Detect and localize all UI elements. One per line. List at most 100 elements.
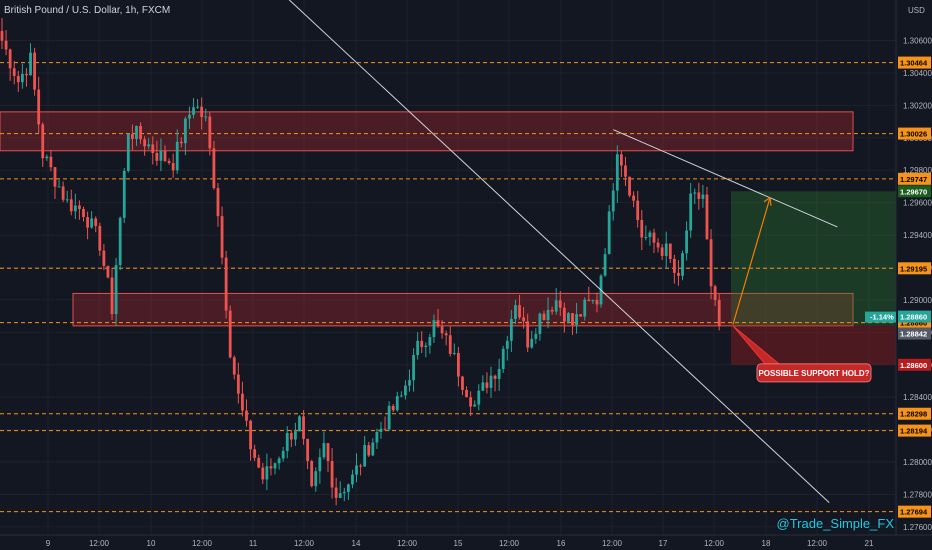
annotation-pointer	[732, 325, 780, 365]
candle-body	[408, 380, 411, 386]
candle-body	[461, 376, 464, 390]
candle-body	[285, 432, 289, 451]
time-tick-label: 10	[147, 539, 156, 548]
candle-body	[672, 258, 676, 273]
candle-body	[118, 217, 122, 266]
candle-body	[114, 265, 118, 315]
candle-body	[253, 449, 257, 458]
candle-body	[477, 390, 481, 405]
time-tick-label: 11	[249, 539, 258, 548]
candle-body	[399, 395, 403, 397]
candle-body	[489, 375, 493, 388]
candle-body	[346, 484, 350, 492]
candle-body	[713, 286, 717, 300]
candle-body	[4, 40, 8, 50]
candles	[0, 18, 721, 506]
candle-body	[387, 405, 391, 430]
supply-demand-zone	[0, 111, 854, 152]
candle-body	[546, 309, 550, 321]
target-tag	[898, 185, 931, 198]
candle-body	[469, 397, 473, 407]
candle-body	[677, 272, 680, 276]
price-tick-label: 1.29400	[903, 231, 932, 240]
time-tick-label: 12:00	[704, 539, 725, 548]
candle-body	[314, 471, 318, 487]
level-tag	[898, 56, 931, 69]
price-tick-label: 1.30600	[903, 37, 932, 46]
candle-body	[179, 141, 183, 144]
levels	[0, 62, 896, 513]
candle-body	[554, 300, 558, 312]
candle-body	[420, 340, 424, 348]
candle-body	[200, 106, 204, 118]
candle-body	[322, 443, 326, 458]
candle-body	[16, 75, 20, 83]
candle-body	[664, 243, 668, 256]
trendlines[interactable]	[2, 0, 838, 503]
candle-body	[126, 133, 130, 171]
annotation-label: POSSIBLE SUPPORT HOLD?	[758, 369, 869, 378]
candle-body	[440, 326, 444, 334]
price-tick-label: 1.27600	[903, 523, 932, 532]
current-price-tag	[898, 310, 931, 323]
price-tick-label: 1.29000	[903, 296, 932, 305]
target-tag-label: 1.29670	[900, 187, 927, 196]
candle-body	[668, 243, 672, 259]
loss-zone	[731, 325, 896, 365]
arrows	[732, 196, 772, 325]
candle-body	[579, 314, 583, 317]
candle-body	[216, 188, 220, 217]
level-tag-label: 1.28298	[900, 410, 927, 419]
long-position[interactable]	[731, 191, 896, 365]
trendline	[613, 129, 838, 228]
candle-body	[196, 106, 199, 108]
candle-body	[452, 352, 456, 354]
candle-body	[607, 211, 611, 255]
candle-body	[147, 144, 151, 147]
candle-body	[375, 432, 379, 443]
candle-body	[90, 218, 94, 228]
candle-body	[505, 340, 509, 349]
candle-body	[69, 199, 73, 212]
candle-body	[192, 107, 195, 115]
time-tick-label: 12:00	[602, 539, 623, 548]
time-tick-label: 18	[762, 539, 771, 548]
level-tag-label: 1.27694	[900, 508, 928, 517]
candle-body	[249, 420, 252, 450]
stop-tag	[898, 358, 931, 371]
candle-body	[391, 405, 395, 411]
price-axis[interactable]: 1.306001.304001.302001.300001.298001.296…	[865, 0, 932, 535]
change-badge	[865, 311, 896, 323]
candle-body	[550, 309, 554, 312]
profit-zone	[731, 191, 896, 326]
candle-body	[587, 299, 591, 302]
candle-body	[49, 156, 53, 168]
annotation[interactable]: POSSIBLE SUPPORT HOLD?	[732, 325, 872, 383]
candle-body	[444, 333, 448, 336]
candle-body	[106, 265, 110, 278]
time-tick-label: 21	[865, 539, 874, 548]
candle-body	[514, 305, 517, 319]
time-tick-label: 12:00	[499, 539, 520, 548]
candle-body	[25, 73, 28, 76]
candle-body	[367, 445, 371, 456]
candle-body	[143, 139, 147, 147]
time-axis[interactable]: 9 12:00 10 12:00 11 12:00 14 12:00 15 12:00 16 12:0…	[0, 534, 932, 548]
candle-body	[363, 445, 367, 467]
candle-body	[534, 333, 538, 339]
candle-body	[383, 428, 387, 430]
candle-body	[110, 277, 114, 315]
candle-body	[620, 154, 623, 166]
level-tag	[898, 262, 931, 275]
candle-body	[497, 369, 501, 379]
candle-body	[615, 154, 619, 191]
candle-body	[159, 150, 163, 161]
chart-title: British Pound / U.S. Dollar, 1h, FXCM	[4, 5, 171, 16]
candle-body	[228, 310, 232, 358]
candle-body	[652, 232, 656, 243]
price-tick-label: 1.28400	[903, 393, 932, 402]
candle-body	[224, 257, 228, 311]
candle-body	[481, 382, 485, 391]
